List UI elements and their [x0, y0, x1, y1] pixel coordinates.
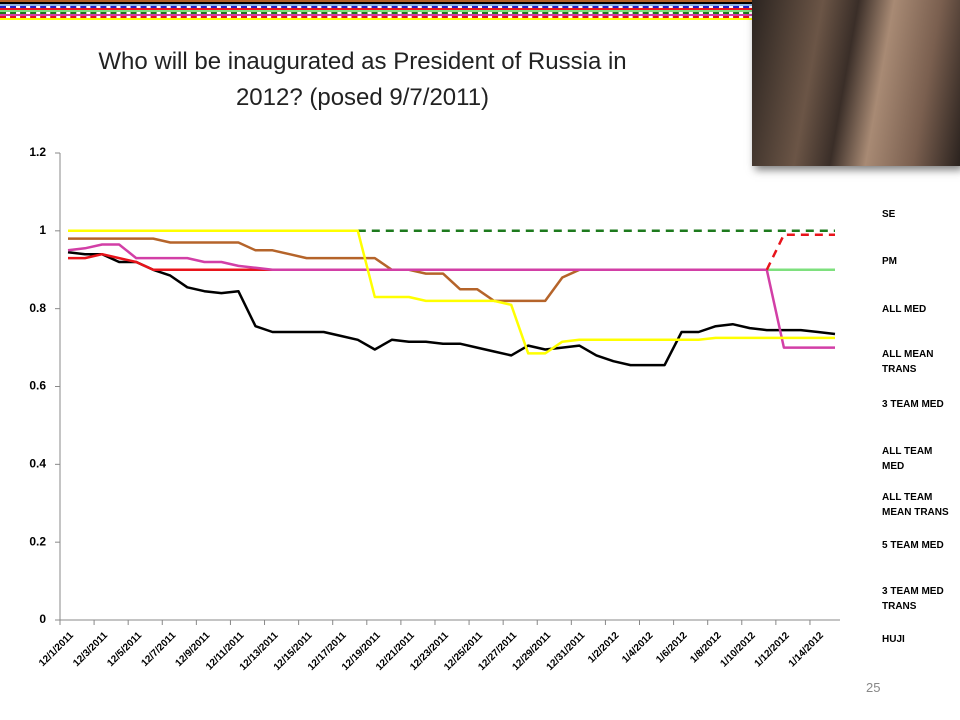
legend-swatch	[0, 0, 960, 2]
legend-label: 3 TEAM MED	[882, 399, 944, 410]
legend-label: ALL TEAM MEAN TRANS	[882, 492, 949, 518]
y-tick-label: 0.4	[29, 457, 46, 471]
series-line	[67, 250, 836, 367]
y-tick-label: 1	[39, 223, 46, 237]
legend-swatch	[0, 18, 960, 20]
legend-swatch	[0, 10, 960, 12]
y-tick-label: 0	[39, 612, 46, 626]
legend-swatch	[0, 6, 960, 8]
legend-swatch	[0, 14, 960, 16]
legend-swatch	[0, 16, 960, 18]
legend-label: ALL TEAM MED	[882, 446, 933, 472]
legend-label: ALL MED	[882, 304, 927, 315]
x-tick-label: 12/3/2011	[71, 630, 110, 669]
legend-swatch	[0, 4, 960, 6]
x-tick-label: 1/12/2012	[753, 630, 793, 670]
legend-label: 5 TEAM MED	[882, 540, 944, 551]
x-tick-label: 12/1/2011	[37, 630, 76, 669]
x-tick-label: 1/4/2012	[620, 630, 656, 666]
legend-label: 3 TEAM MED TRANS	[882, 586, 944, 612]
legend-label: HUJI	[882, 634, 905, 645]
x-tick-label: 1/10/2012	[719, 630, 759, 670]
x-tick-label: 1/6/2012	[654, 630, 690, 666]
legend-label: SE	[882, 209, 896, 220]
x-tick-label: 12/5/2011	[105, 630, 144, 669]
series-line	[68, 252, 835, 272]
x-tick-label: 1/14/2012	[787, 630, 827, 670]
y-tick-label: 0.6	[29, 379, 46, 393]
legend-swatch	[0, 12, 960, 14]
legend-swatch	[0, 2, 960, 4]
legend-swatch	[0, 8, 960, 10]
photo	[752, 0, 960, 166]
y-tick-label: 0.2	[29, 534, 46, 548]
legend-label: PM	[882, 256, 897, 267]
y-tick-label: 0.8	[29, 301, 46, 315]
x-tick-label: 12/7/2011	[139, 630, 178, 669]
series-line	[765, 233, 835, 271]
y-tick-label: 1.2	[29, 145, 46, 159]
page-number: 25	[866, 680, 881, 695]
series-line	[67, 243, 835, 349]
chart-title: Who will be inaugurated as President of …	[98, 48, 627, 111]
legend-label: ALL MEAN TRANS	[882, 349, 934, 375]
series-line	[68, 229, 835, 355]
x-tick-label: 1/2/2012	[586, 630, 622, 666]
